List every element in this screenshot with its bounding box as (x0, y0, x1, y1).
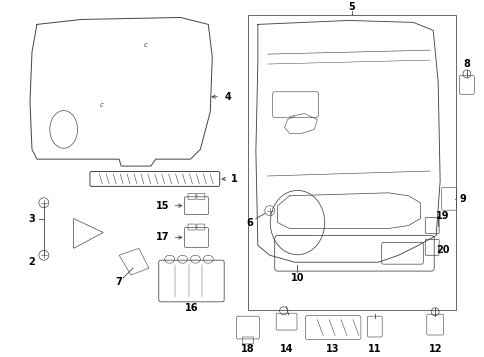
Text: 6: 6 (246, 217, 253, 227)
Text: c: c (144, 42, 148, 48)
Text: 2: 2 (29, 257, 35, 267)
Text: 15: 15 (156, 201, 169, 211)
Text: 12: 12 (427, 345, 441, 355)
Text: 10: 10 (290, 273, 303, 283)
Text: 11: 11 (367, 345, 381, 355)
Text: 1: 1 (230, 174, 237, 184)
Bar (247, 15, 455, 310)
Text: c: c (99, 102, 103, 108)
Text: 17: 17 (156, 232, 169, 242)
Text: 5: 5 (348, 1, 355, 11)
Text: 8: 8 (463, 59, 469, 69)
Text: 16: 16 (184, 303, 198, 313)
Text: 9: 9 (459, 194, 465, 204)
Text: 20: 20 (436, 245, 449, 255)
Text: 18: 18 (241, 345, 254, 355)
Text: 4: 4 (224, 92, 231, 102)
Text: 19: 19 (436, 211, 449, 221)
Text: 3: 3 (29, 213, 35, 223)
Text: 7: 7 (116, 277, 122, 287)
Text: 14: 14 (279, 345, 293, 355)
Text: 13: 13 (326, 345, 339, 355)
